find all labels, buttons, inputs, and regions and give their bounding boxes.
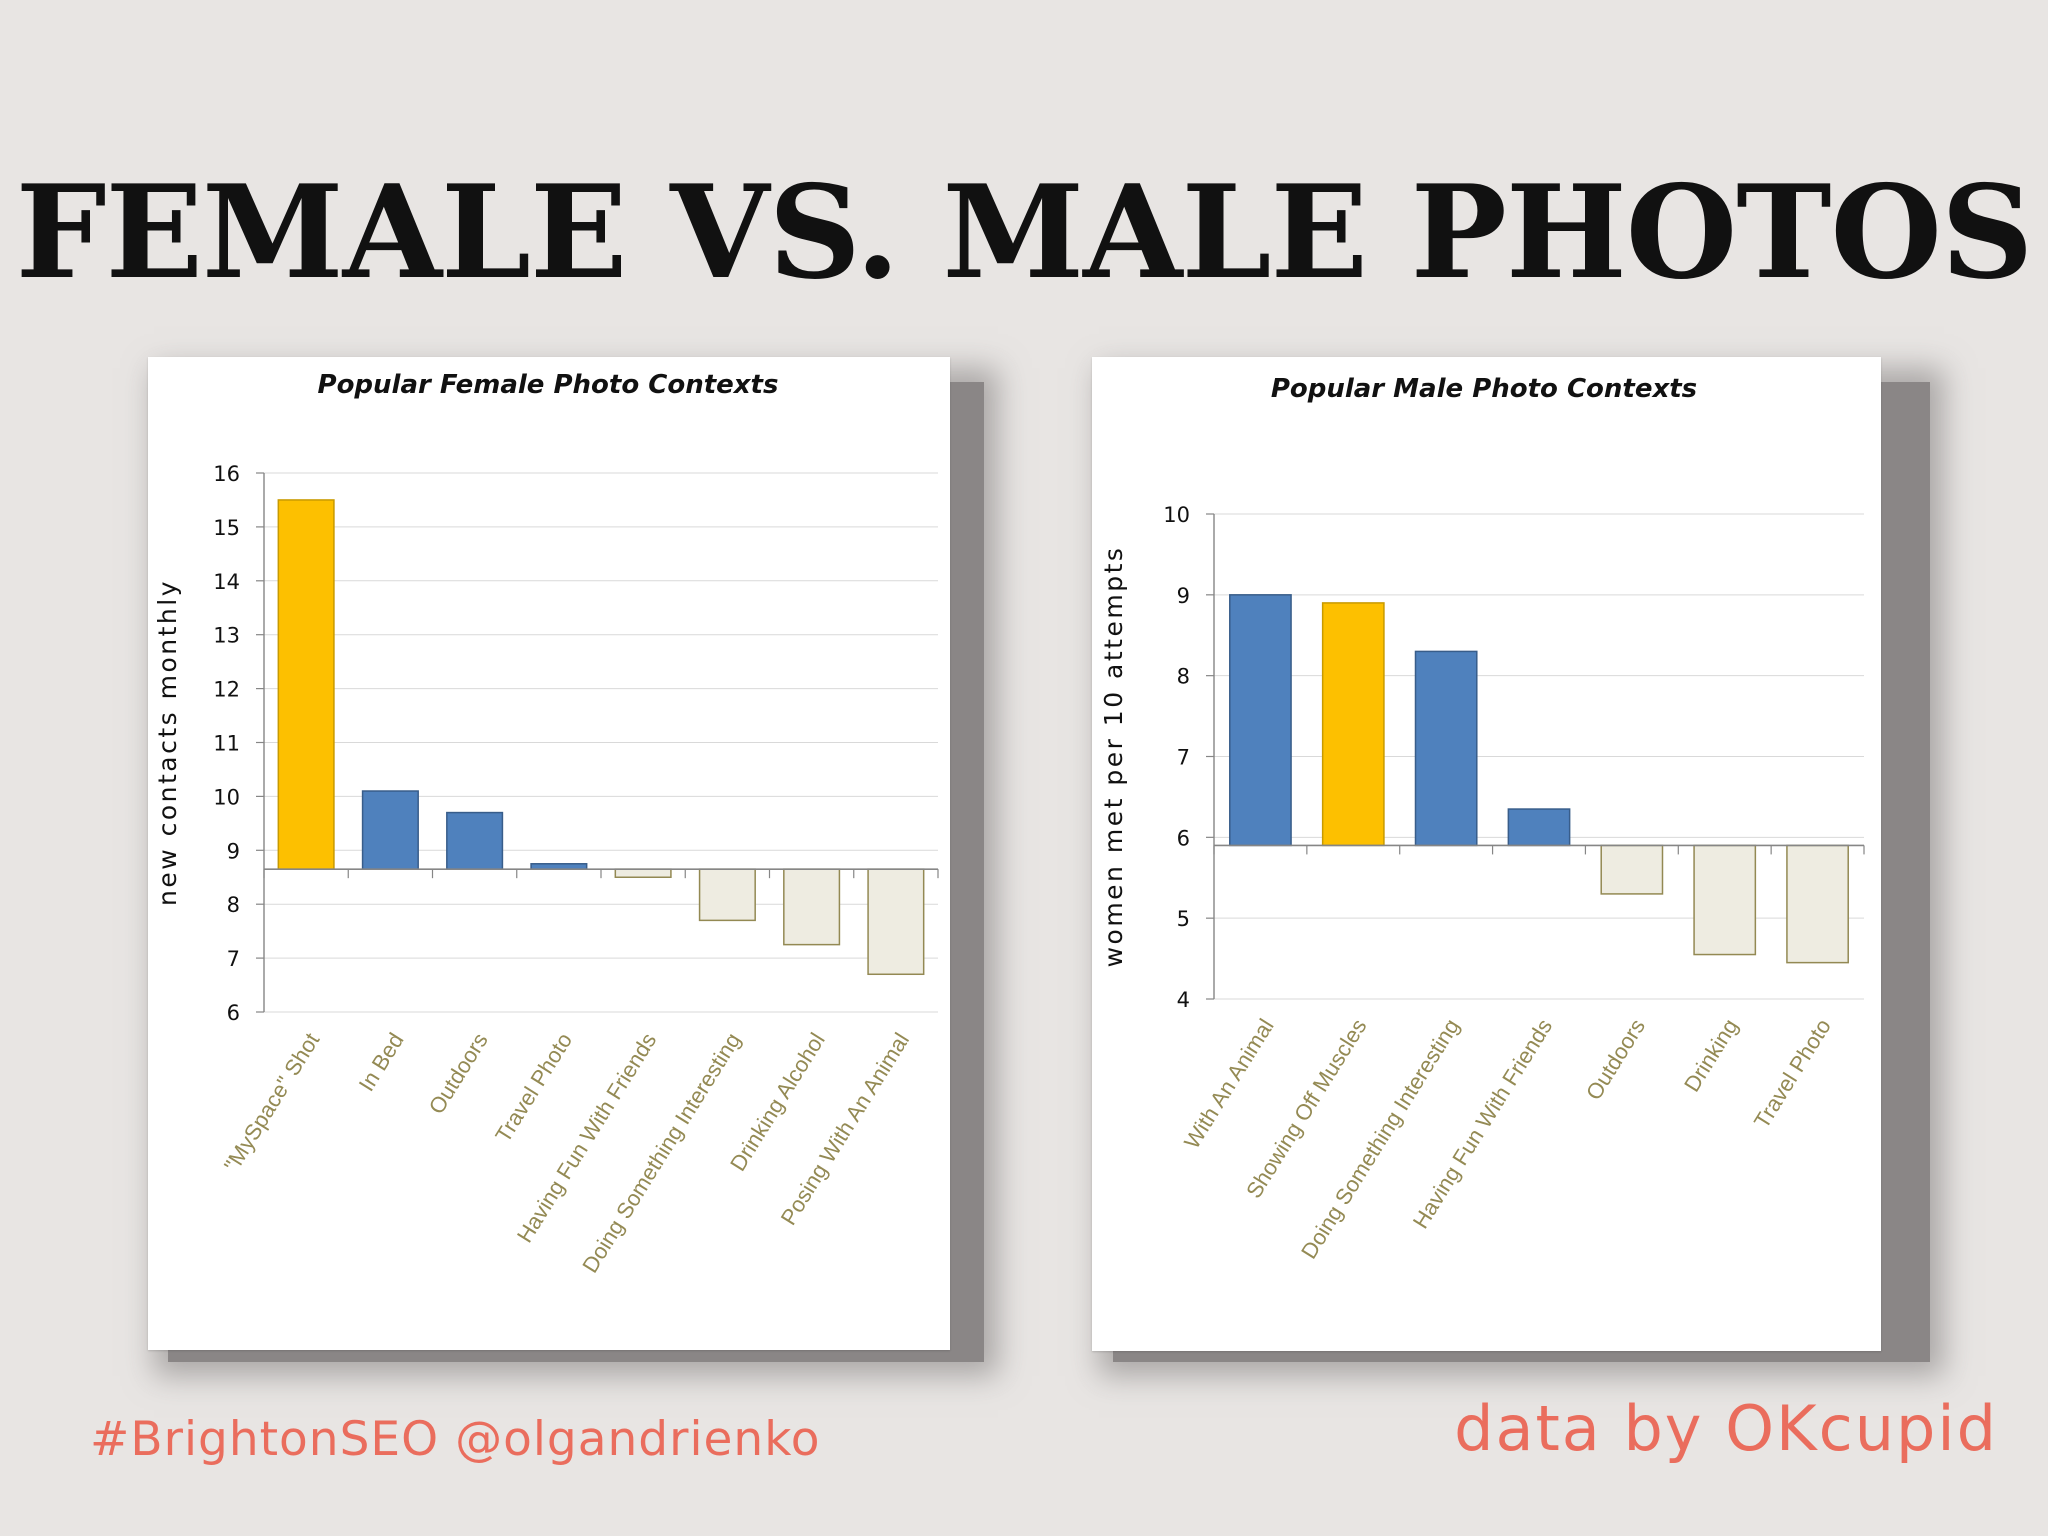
category-label: Outdoors xyxy=(1581,1014,1650,1104)
bar-4 xyxy=(1507,808,1571,847)
category-label: Outdoors xyxy=(424,1028,493,1118)
category-label: Drinking xyxy=(1679,1014,1743,1096)
category-label: In Bed xyxy=(354,1028,409,1095)
y-tick-label: 9 xyxy=(227,839,240,863)
footer-data-source: data by OKcupid xyxy=(1454,1392,1998,1465)
bar-7 xyxy=(1786,844,1849,964)
y-tick-label: 7 xyxy=(227,947,240,971)
category-label: Travel Photo xyxy=(490,1028,577,1146)
slide-title: FEMALE VS. MALE PHOTOS xyxy=(15,158,2034,308)
y-tick-label: 6 xyxy=(1177,826,1190,850)
y-tick-label: 14 xyxy=(213,570,240,594)
bar-1 xyxy=(1229,594,1292,847)
bar-2 xyxy=(1321,602,1385,847)
category-label: Doing Something Interesting xyxy=(577,1028,745,1277)
female-photo-contexts-chart: Popular Female Photo Contexts new contact… xyxy=(153,370,939,1277)
bar-8 xyxy=(867,868,925,976)
y-axis-label: women met per 10 attempts xyxy=(1099,546,1128,968)
bar-6 xyxy=(1693,844,1757,956)
bar-1 xyxy=(277,499,335,870)
y-tick-label: 4 xyxy=(1177,988,1190,1012)
bar-4 xyxy=(530,863,588,870)
y-tick-label: 8 xyxy=(1177,665,1190,689)
bar-5 xyxy=(1600,844,1664,895)
y-tick-label: 5 xyxy=(1177,907,1190,931)
y-tick-label: 13 xyxy=(213,624,240,648)
y-tick-label: 8 xyxy=(227,893,240,917)
male-photo-contexts-chart: Popular Male Photo Contexts women met per… xyxy=(1099,374,1865,1263)
bar-5 xyxy=(614,868,672,878)
y-tick-label: 12 xyxy=(213,678,240,702)
bar-3 xyxy=(446,811,504,870)
male-chart-panel: Popular Male Photo Contexts women met per… xyxy=(1092,357,1881,1351)
bar-6 xyxy=(698,868,756,922)
y-tick-label: 10 xyxy=(213,785,240,809)
category-label: Doing Something Interesting xyxy=(1296,1014,1464,1263)
y-axis-label: new contacts monthly xyxy=(153,579,182,906)
category-label: "MySpace" Shot xyxy=(219,1028,324,1176)
y-tick-label: 10 xyxy=(1163,503,1190,527)
y-tick-label: 11 xyxy=(213,732,240,756)
footer-hashtag-credit: #BrightonSEO @olgandrienko xyxy=(90,1412,821,1467)
bar-3 xyxy=(1414,650,1478,847)
category-label: With An Animal xyxy=(1179,1014,1279,1153)
y-tick-label: 7 xyxy=(1177,746,1190,770)
female-chart-panel: Popular Female Photo Contexts new contact… xyxy=(148,357,950,1350)
chart-title: Popular Male Photo Contexts xyxy=(1271,374,1697,404)
category-label: Travel Photo xyxy=(1749,1014,1836,1132)
bar-7 xyxy=(783,868,841,946)
y-tick-label: 15 xyxy=(213,516,240,540)
y-tick-label: 6 xyxy=(227,1001,240,1025)
y-tick-label: 16 xyxy=(213,462,240,486)
y-tick-label: 9 xyxy=(1177,584,1190,608)
bar-2 xyxy=(361,790,419,870)
chart-title: Popular Female Photo Contexts xyxy=(318,370,779,400)
